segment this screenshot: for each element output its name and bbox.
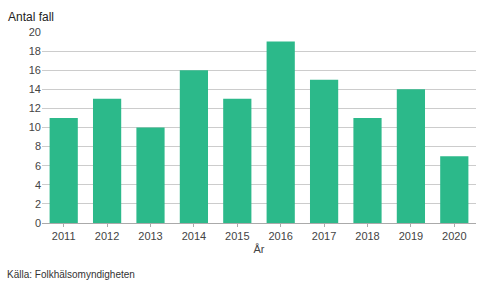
svg-text:2016: 2016: [268, 230, 292, 242]
svg-text:14: 14: [29, 83, 41, 95]
svg-text:0: 0: [35, 217, 41, 229]
svg-text:12: 12: [29, 102, 41, 114]
svg-text:16: 16: [29, 64, 41, 76]
svg-text:2020: 2020: [442, 230, 466, 242]
svg-text:18: 18: [29, 45, 41, 57]
svg-text:2012: 2012: [95, 230, 119, 242]
svg-text:2015: 2015: [225, 230, 249, 242]
svg-text:2011: 2011: [52, 230, 76, 242]
svg-text:2019: 2019: [399, 230, 423, 242]
svg-text:2014: 2014: [182, 230, 206, 242]
svg-text:4: 4: [35, 179, 41, 191]
svg-text:2013: 2013: [138, 230, 162, 242]
svg-text:6: 6: [35, 160, 41, 172]
svg-text:8: 8: [35, 140, 41, 152]
svg-text:2017: 2017: [312, 230, 336, 242]
svg-text:2: 2: [35, 198, 41, 210]
svg-text:10: 10: [29, 121, 41, 133]
svg-text:2018: 2018: [355, 230, 379, 242]
svg-text:Källa: Folkhälsomyndigheten: Källa: Folkhälsomyndigheten: [7, 269, 135, 280]
svg-text:20: 20: [29, 26, 41, 38]
svg-text:År: År: [254, 243, 265, 255]
svg-text:Antal fall: Antal fall: [8, 10, 54, 24]
